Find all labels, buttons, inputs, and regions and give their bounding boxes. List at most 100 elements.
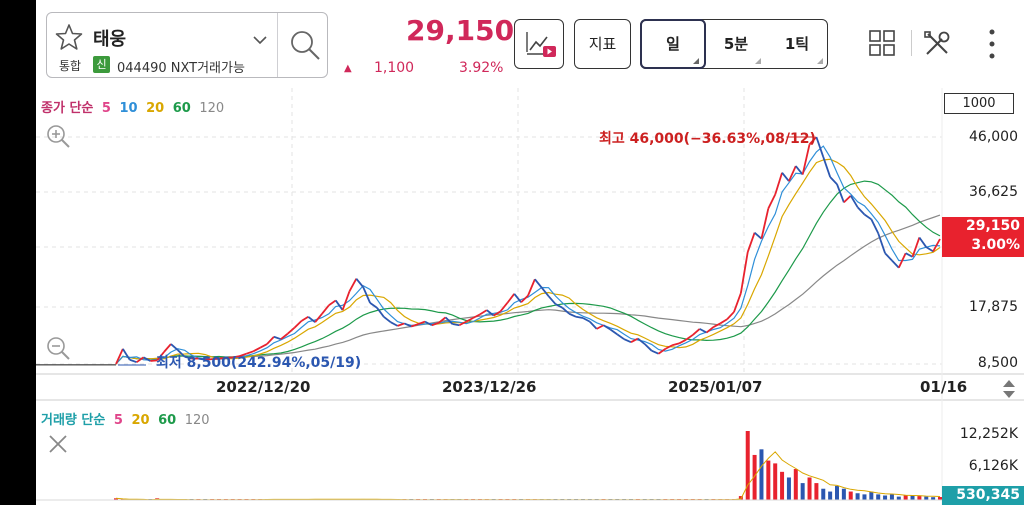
price-up-segment <box>739 251 749 294</box>
price-down-segment <box>143 356 151 362</box>
price-down-segment <box>334 299 344 311</box>
price-up-segment <box>259 343 268 349</box>
zoom-out-icon[interactable] <box>46 336 70 360</box>
price-up-segment <box>897 252 907 269</box>
price-up-segment <box>493 310 502 317</box>
indicator-button[interactable]: 지표 <box>574 19 631 69</box>
price-down-segment <box>918 236 928 248</box>
price-down-segment <box>877 232 886 254</box>
ma60-legend: 60 <box>172 101 191 116</box>
period-selector: 일 5분 1틱 <box>640 19 828 69</box>
tools-icon[interactable] <box>922 29 952 59</box>
price-down-segment <box>513 293 522 303</box>
volume-bar <box>745 431 750 500</box>
header-separator <box>911 30 912 56</box>
volume-bar <box>841 488 846 500</box>
price-down-segment <box>555 303 563 309</box>
x-tick-label: 2023/12/26 <box>442 378 537 396</box>
price-up-segment <box>225 356 233 359</box>
grid-layout-icon[interactable] <box>868 29 896 57</box>
price-up-segment <box>692 328 701 336</box>
price-down-segment <box>184 355 192 360</box>
price-up-segment <box>719 318 728 325</box>
y-tick-label: 17,875 <box>969 299 1018 315</box>
chart-app: 태웅 통합 신 044490 NXT거래가능 29,150 ▲ 1,100 3.… <box>36 0 1024 505</box>
price-up-segment <box>287 327 296 335</box>
ma120-legend: 120 <box>199 101 225 116</box>
price-down-segment <box>616 333 625 340</box>
credit-badge: 신 <box>93 56 110 73</box>
price-down-segment <box>452 323 460 327</box>
price-down-segment <box>355 278 364 288</box>
y-tick-label: 36,625 <box>969 184 1018 200</box>
price-up-segment <box>115 348 124 365</box>
volume-bar <box>766 460 771 500</box>
price-up-segment <box>150 359 158 362</box>
period-5min-button[interactable]: 5분 <box>723 35 749 53</box>
chevron-up-down-icon[interactable] <box>998 378 1020 400</box>
stock-name: 태웅 <box>93 29 127 50</box>
price-down-segment <box>307 316 316 323</box>
price-up-segment <box>932 238 941 252</box>
ma5-legend: 5 <box>101 101 111 116</box>
period-1tick-button[interactable]: 1틱 <box>784 35 810 53</box>
search-icon[interactable] <box>289 29 321 61</box>
price-up-segment <box>348 278 358 292</box>
price-up-segment <box>266 336 275 345</box>
price-up-segment <box>671 342 680 347</box>
price-up-segment <box>136 356 144 363</box>
price-down-segment <box>836 183 845 203</box>
price-up-segment <box>479 309 488 316</box>
price-down-segment <box>362 286 371 304</box>
more-vertical-icon[interactable] <box>980 27 1004 61</box>
corner-triangle-icon <box>755 58 761 64</box>
stock-search-box[interactable]: 태웅 통합 신 044490 NXT거래가능 <box>46 12 328 78</box>
ma20-line <box>115 158 941 365</box>
price-up-segment <box>760 208 770 239</box>
volume-bar <box>917 496 922 500</box>
volume-bar <box>773 463 778 500</box>
price-down-segment <box>561 307 570 315</box>
price-up-segment <box>438 316 447 324</box>
ma10-legend: 10 <box>119 101 138 116</box>
price-up-segment <box>664 344 673 350</box>
price-down-segment <box>603 324 611 331</box>
price-down-segment <box>444 316 454 325</box>
up-arrow-icon: ▲ <box>344 63 352 74</box>
chart-video-button[interactable] <box>514 19 564 69</box>
zoom-in-icon[interactable] <box>46 124 70 148</box>
last-price-tag: 29,150 3.00% <box>942 217 1024 257</box>
price-up-segment <box>657 348 666 355</box>
period-day-button[interactable]: 일 <box>666 35 680 53</box>
price-up-segment <box>678 338 687 345</box>
volume-tick-label: 12,252K <box>959 426 1018 442</box>
price-down-segment <box>170 343 179 351</box>
last-price-percent: 3.00% <box>971 237 1020 253</box>
price-down-segment <box>822 156 831 178</box>
scale-box[interactable]: 1000 <box>944 93 1014 114</box>
corner-triangle-icon <box>817 58 823 64</box>
price-up-segment <box>341 291 351 311</box>
price-down-segment <box>390 321 398 327</box>
ma10-line <box>115 145 941 365</box>
volume-bar <box>814 483 819 500</box>
price-up-segment <box>808 136 818 145</box>
ma20-legend: 20 <box>146 101 165 116</box>
close-icon[interactable] <box>48 434 68 454</box>
volume-legend: 거래량 단순 5 20 60 120 <box>41 409 214 428</box>
price-up-segment <box>397 322 405 327</box>
price-chart[interactable] <box>36 88 1024 505</box>
price-down-segment <box>856 206 866 216</box>
chevron-down-icon[interactable] <box>253 35 267 45</box>
price-down-segment <box>369 302 378 309</box>
price-down-segment <box>925 246 934 253</box>
volume-bar <box>780 471 785 500</box>
volume-bar <box>896 496 901 500</box>
price-up-segment <box>911 237 921 258</box>
price-up-segment <box>410 323 419 328</box>
price-change-percent: 3.92% <box>459 60 504 76</box>
volume-bar <box>828 491 833 500</box>
price-up-segment <box>499 302 509 312</box>
star-icon[interactable] <box>55 23 83 51</box>
price-up-segment <box>252 346 261 353</box>
